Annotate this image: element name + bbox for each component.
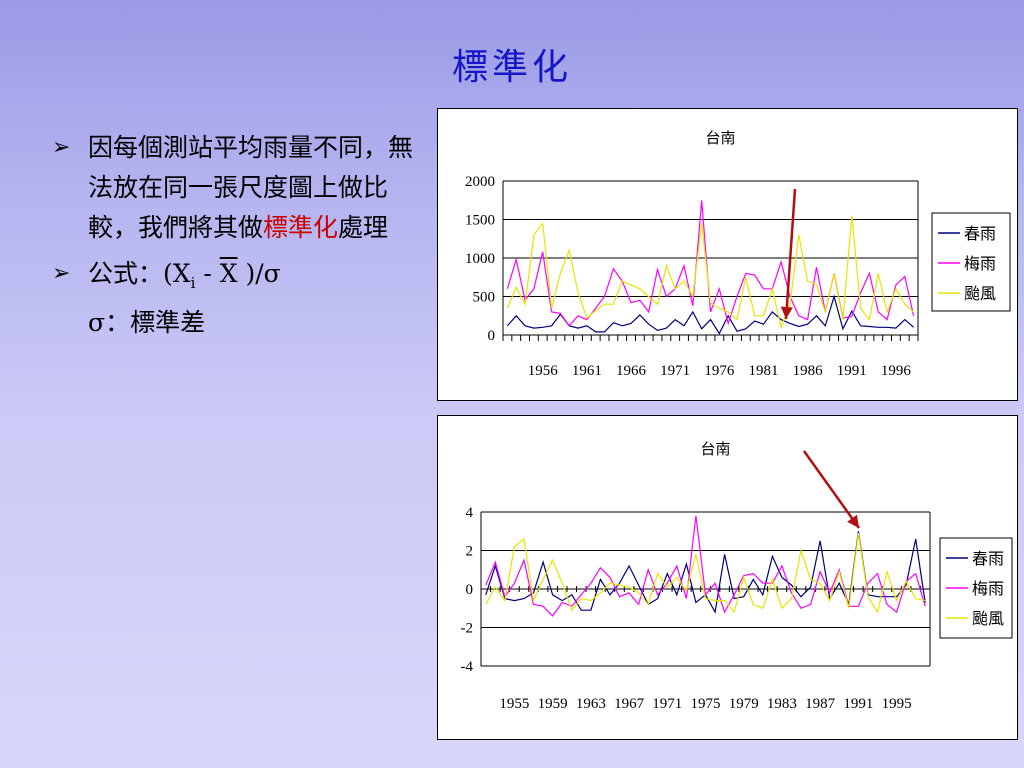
- x-tick-label: 1995: [882, 696, 912, 712]
- x-tick-label: 1967: [614, 696, 645, 712]
- x-tick-label: 1987: [805, 696, 836, 712]
- annotation-arrow-shaft: [802, 450, 861, 529]
- x-tick-label: 1976: [704, 363, 735, 379]
- raw-rainfall-chart-svg: 台南 0 500 1000 1500 2000 1956 1961 1966 1971 1976 19…: [465, 130, 1011, 379]
- legend-box: [931, 212, 1011, 312]
- x-tick-label: 1979: [729, 696, 759, 712]
- y-tick-label: 2000: [465, 174, 495, 190]
- y-tick-label: -2: [461, 621, 474, 637]
- y-tick-label: 500: [473, 290, 496, 306]
- annotation-arrow-head: [847, 514, 859, 528]
- y-tick-label: 0: [466, 582, 474, 598]
- formula-end: )/σ: [237, 259, 281, 288]
- x-tick-label: 1956: [528, 363, 559, 379]
- y-tick-label: -4: [461, 659, 474, 675]
- series-line: [506, 215, 914, 330]
- x-tick-label: 1955: [499, 696, 529, 712]
- formula-subscript: i: [190, 274, 196, 292]
- chart-title: 台南: [705, 130, 735, 147]
- bullet-text-post: 處理: [338, 213, 389, 242]
- y-tick-label: 1500: [465, 213, 495, 229]
- x-tick-label: 1966: [616, 363, 647, 379]
- y-tick-label: 4: [466, 505, 474, 521]
- bullet-item-formula: ➢ 公式：(Xi - X )/σ: [52, 254, 432, 303]
- annotation-arrow-head: [780, 306, 793, 319]
- formula-label: 公式：(X: [88, 259, 191, 288]
- x-tick-label: 1971: [660, 363, 690, 379]
- x-tick-label: 1991: [843, 696, 873, 712]
- legend-label: 梅雨: [972, 580, 1004, 598]
- x-tick-label: 1975: [691, 696, 721, 712]
- series-line: [485, 533, 926, 614]
- bullet-list: ➢ 因每個測站平均雨量不同，無法放在同一張尺度圖上做比較，我們將其做標準化處理 …: [52, 128, 432, 343]
- formula-minus: -: [195, 259, 220, 288]
- bullet-item-description: ➢ 因每個測站平均雨量不同，無法放在同一張尺度圖上做比較，我們將其做標準化處理: [52, 128, 432, 248]
- raw-rainfall-chart: 台南 0 500 1000 1500 2000 1956 1961 1966 1971 1976 19…: [437, 108, 1018, 401]
- x-tick-label: 1963: [576, 696, 606, 712]
- slide-title: 標準化: [451, 47, 572, 88]
- chart-title: 台南: [700, 441, 730, 458]
- standardized-rainfall-chart: 台南 -4 -2 0 2 4 1955 1959 1963 1967 1971 1975 1979 198…: [437, 415, 1018, 740]
- standardized-rainfall-chart-svg: 台南 -4 -2 0 2 4 1955 1959 1963 1967 1971 1975 1979 198…: [461, 441, 1013, 712]
- y-tick-label: 2: [466, 544, 474, 560]
- legend-label: 春雨: [972, 550, 1004, 568]
- y-tick-label: 1000: [465, 251, 495, 267]
- legend-label: 春雨: [964, 225, 996, 243]
- legend-label: 颱風: [972, 610, 1004, 628]
- legend-label: 梅雨: [964, 255, 996, 273]
- x-tick-label: 1971: [652, 696, 682, 712]
- sigma-definition: σ：標準差: [88, 308, 206, 337]
- x-tick-label: 1961: [572, 363, 602, 379]
- bullet-text-pre: 因每個測站平均雨量不同，無法放在同一張尺度圖上做比較，我們將其做: [88, 133, 414, 242]
- series-line: [485, 515, 926, 617]
- x-tick-label: 1981: [748, 363, 778, 379]
- arrowhead-bullet-icon: ➢: [52, 135, 71, 160]
- bullet-text-highlight: 標準化: [263, 213, 339, 242]
- y-tick-label: 0: [488, 328, 496, 344]
- annotation-arrow-shaft: [784, 188, 797, 320]
- x-tick-label: 1991: [837, 363, 867, 379]
- formula-xbar: X: [219, 259, 238, 288]
- series-line: [485, 531, 926, 614]
- x-tick-label: 1959: [538, 696, 568, 712]
- x-tick-label: 1996: [881, 363, 912, 379]
- series-line: [506, 294, 914, 335]
- legend-label: 颱風: [964, 285, 996, 303]
- x-tick-label: 1986: [793, 363, 824, 379]
- arrowhead-bullet-icon: ➢: [52, 261, 71, 286]
- series-line: [506, 200, 915, 327]
- x-tick-label: 1983: [767, 696, 797, 712]
